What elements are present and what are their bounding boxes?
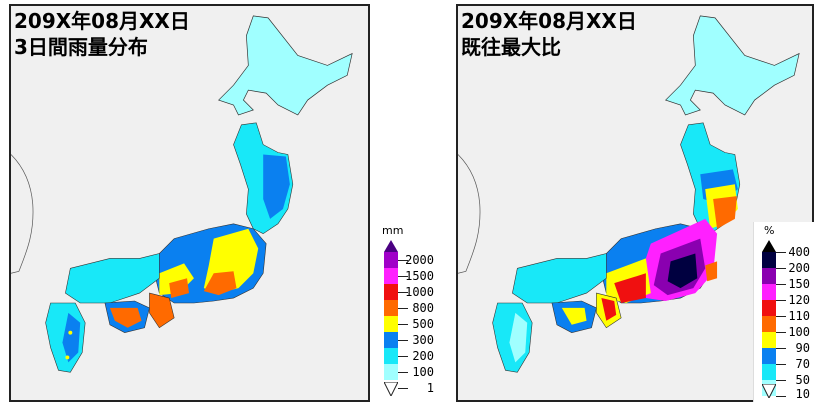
ratio-title-date: 209X年08月XX日 [461, 9, 637, 33]
legend-label: 2000 [405, 253, 434, 267]
legend-label: 100 [412, 365, 434, 379]
rainfall-map-panel: 209X年08月XX日 3日間雨量分布 [9, 4, 370, 402]
legend-top-arrow-icon [384, 240, 398, 252]
legend-swatch [762, 300, 776, 316]
legend-label: 200 [788, 261, 810, 275]
legend-swatch [762, 252, 776, 268]
legend-label: 70 [795, 357, 810, 371]
legend-swatch [384, 268, 398, 284]
legend-label: 150 [788, 277, 810, 291]
legend-swatch [384, 332, 398, 348]
legend-swatch [762, 348, 776, 364]
legend-swatch [762, 284, 776, 300]
ratio-legend-unit: % [764, 224, 775, 237]
rainfall-title: 209X年08月XX日 3日間雨量分布 [14, 8, 190, 60]
legend-label: 1500 [405, 269, 434, 283]
legend-label: 1 [426, 381, 434, 395]
legend-label: 120 [788, 293, 810, 307]
ratio-legend-bar [762, 252, 776, 396]
legend-top-arrow-icon [762, 240, 776, 252]
legend-label: 800 [412, 301, 434, 315]
legend-label: 1000 [405, 285, 434, 299]
legend-swatch [384, 300, 398, 316]
rainfall-title-subtitle: 3日間雨量分布 [14, 35, 148, 59]
legend-swatch [762, 316, 776, 332]
legend-swatch [384, 316, 398, 332]
legend-label: 50 [795, 373, 810, 387]
legend-label: 100 [788, 325, 810, 339]
rainfall-legend-unit: mm [382, 224, 404, 237]
rainfall-map-japan [11, 15, 353, 373]
legend-label: 90 [795, 341, 810, 355]
rainfall-legend: mm 2000 1500 1000 800 500 300 200 100 1 [376, 222, 446, 408]
legend-swatch [384, 348, 398, 364]
legend-label: 110 [788, 309, 810, 323]
rainfall-title-date: 209X年08月XX日 [14, 9, 190, 33]
legend-label: 500 [412, 317, 434, 331]
ratio-title-subtitle: 既往最大比 [461, 35, 561, 59]
legend-label: 400 [788, 245, 810, 259]
legend-bottom-arrow-icon [762, 384, 776, 398]
legend-swatch [384, 284, 398, 300]
legend-label: 200 [412, 349, 434, 363]
legend-swatch [762, 332, 776, 348]
legend-swatch [762, 364, 776, 380]
legend-swatch [384, 364, 398, 380]
legend-swatch [762, 268, 776, 284]
legend-label: 300 [412, 333, 434, 347]
legend-bottom-arrow-icon [384, 382, 398, 396]
ratio-legend: % 400 200 150 120 110 100 90 70 50 10 [753, 222, 814, 402]
rainfall-legend-bar [384, 252, 398, 396]
ratio-map-japan [458, 15, 800, 373]
legend-label: 10 [795, 387, 810, 401]
legend-swatch [384, 252, 398, 268]
ratio-title: 209X年08月XX日 既往最大比 [461, 8, 637, 60]
